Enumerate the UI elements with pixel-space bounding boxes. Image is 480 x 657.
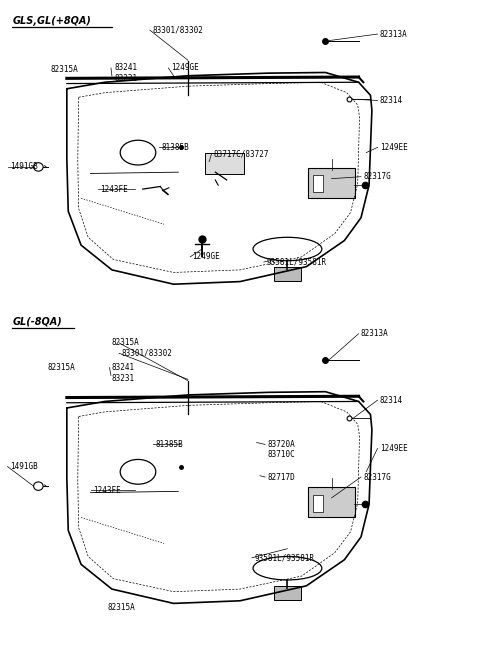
FancyBboxPatch shape [274,267,301,281]
Text: 82313A: 82313A [380,30,408,39]
Text: 81385B: 81385B [156,440,183,449]
Text: 82315A: 82315A [48,363,75,372]
Text: 83231: 83231 [112,374,135,382]
FancyBboxPatch shape [313,495,323,512]
FancyBboxPatch shape [274,586,301,600]
Text: 82315A: 82315A [107,603,135,612]
Text: GL(-8QA): GL(-8QA) [12,317,62,327]
Text: 83720A: 83720A [267,440,295,449]
Text: 83241: 83241 [112,363,135,372]
Text: 83301/83302: 83301/83302 [152,26,203,35]
Text: 93581L/93581R: 93581L/93581R [266,258,326,267]
Text: 83231: 83231 [114,74,137,83]
FancyBboxPatch shape [313,175,323,193]
Text: 1491GB: 1491GB [10,162,37,171]
Text: 1243FE: 1243FE [100,185,128,194]
Text: 82315A: 82315A [50,65,78,74]
FancyBboxPatch shape [308,487,355,518]
Text: 82315A: 82315A [112,338,140,348]
Text: 82717D: 82717D [267,472,295,482]
FancyBboxPatch shape [205,153,244,174]
FancyBboxPatch shape [308,168,355,198]
Text: 83241: 83241 [114,64,137,72]
Text: 83710C: 83710C [267,451,295,459]
Text: 81385B: 81385B [162,143,190,152]
Text: 1491GB: 1491GB [10,462,37,471]
Text: 1249EE: 1249EE [380,143,408,152]
Text: 93581L/93581R: 93581L/93581R [254,553,314,562]
Text: 1243FE: 1243FE [93,486,120,495]
Text: 1249GE: 1249GE [192,252,220,261]
Text: 1249GE: 1249GE [171,64,199,72]
Text: GLS,GL(+8QA): GLS,GL(+8QA) [12,16,91,26]
Text: 82313A: 82313A [361,329,389,338]
Text: 83301/83302: 83301/83302 [121,349,172,358]
Text: 82317G: 82317G [363,472,391,482]
Text: 1249EE: 1249EE [380,444,408,453]
Text: 83717C/83727: 83717C/83727 [214,149,269,158]
Text: 82314: 82314 [380,396,403,405]
Text: 82317G: 82317G [363,172,391,181]
Text: 82314: 82314 [380,96,403,105]
